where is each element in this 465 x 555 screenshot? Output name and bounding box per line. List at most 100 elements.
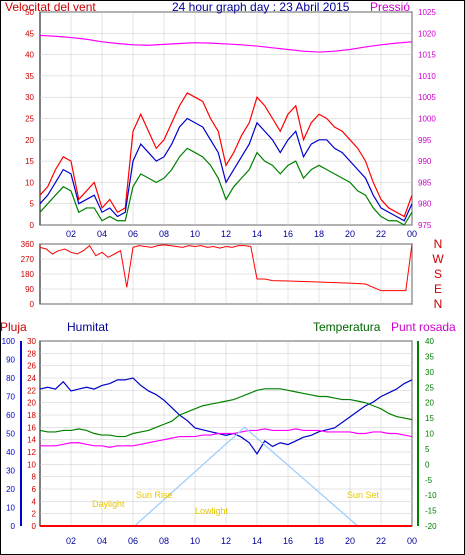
tick-label: 28 [27, 349, 36, 358]
tick-label: 22 [27, 386, 36, 395]
tick-label: 80 [6, 374, 15, 383]
tick-label: 24 [27, 374, 36, 383]
tick-label: 00 [407, 229, 417, 239]
temperature-label: Temperatura [313, 320, 381, 334]
tick-label: 25 [425, 383, 434, 392]
tick-label: 0 [30, 221, 35, 230]
tick-label: 30 [27, 337, 36, 346]
tick-label: 1015 [418, 51, 436, 60]
compass-label: N [434, 297, 443, 311]
tick-label: -20 [425, 522, 437, 531]
tick-label: 4 [32, 497, 37, 506]
tick-label: 10 [25, 178, 34, 187]
tick-label: 22 [376, 536, 386, 546]
tick-label: 20 [25, 136, 34, 145]
compass-label: E [434, 282, 442, 296]
tick-label: 30 [6, 467, 15, 476]
series-line [39, 92, 413, 218]
lowlight-label: Lowlight [195, 506, 229, 516]
tick-label: 04 [97, 229, 107, 239]
tick-label: 995 [418, 136, 432, 145]
tick-label: 10 [425, 430, 434, 439]
tick-label: 90 [25, 285, 34, 294]
wind-pressure-chart: 0510152025303540455097598098599099510001… [25, 8, 436, 239]
tick-label: 0 [425, 460, 430, 469]
tick-label: 980 [418, 200, 432, 209]
tick-label: 16 [27, 423, 36, 432]
tick-label: 270 [21, 255, 35, 264]
tick-label: 25 [25, 115, 34, 124]
series-line [39, 147, 413, 226]
tick-label: 990 [418, 157, 432, 166]
tick-label: 14 [252, 229, 262, 239]
dew-point-label: Punt rosada [391, 320, 456, 334]
tick-label: 06 [128, 229, 138, 239]
tick-label: 20 [6, 485, 15, 494]
wind-speed-label: Velocitat del vent [5, 0, 96, 14]
tick-label: 00 [407, 536, 417, 546]
tick-label: 90 [6, 356, 15, 365]
series-line [39, 243, 413, 292]
tick-label: 26 [27, 362, 36, 371]
tick-label: 10 [190, 229, 200, 239]
tick-label: 12 [27, 448, 36, 457]
tick-label: 35 [425, 352, 434, 361]
tick-label: 16 [283, 229, 293, 239]
tick-label: 02 [66, 229, 76, 239]
tick-label: 50 [25, 8, 34, 17]
chart-title: 24 hour graph day : 23 Abril 2015 [172, 0, 350, 14]
tick-label: -15 [425, 507, 437, 516]
sunrise-label: Sun Rise [136, 490, 173, 500]
series-line [39, 34, 413, 53]
tick-label: 0 [30, 300, 35, 309]
tick-label: 10 [27, 460, 36, 469]
series-line [134, 426, 359, 527]
tick-label: 15 [25, 157, 34, 166]
tick-label: 16 [283, 536, 293, 546]
tick-label: 5 [30, 200, 35, 209]
tick-label: 45 [25, 29, 34, 38]
tick-label: 1000 [418, 115, 436, 124]
tick-label: 08 [159, 536, 169, 546]
tick-label: 985 [418, 178, 432, 187]
tick-label: 2 [32, 510, 37, 519]
tick-label: 1020 [418, 29, 436, 38]
tick-label: 14 [27, 436, 36, 445]
tick-label: 40 [6, 448, 15, 457]
tick-label: 1005 [418, 93, 436, 102]
series-line [39, 388, 413, 438]
tick-label: 180 [21, 270, 35, 279]
tick-label: 100 [2, 337, 16, 346]
tick-label: 40 [25, 51, 34, 60]
tick-label: 02 [66, 536, 76, 546]
tick-label: 8 [32, 473, 37, 482]
tick-label: 08 [159, 229, 169, 239]
tick-label: 0 [11, 522, 16, 531]
tick-label: 35 [25, 72, 34, 81]
tick-label: 20 [27, 399, 36, 408]
tick-label: 1025 [418, 8, 436, 17]
compass-label: S [434, 267, 442, 281]
tick-label: 20 [345, 536, 355, 546]
tick-label: 30 [25, 93, 34, 102]
humidity-temperature-chart: 0246810121416182022242628300102030405060… [2, 337, 437, 546]
tick-label: 12 [221, 536, 231, 546]
series-line [39, 117, 413, 222]
tick-label: 20 [345, 229, 355, 239]
pressure-label: Pressió [370, 0, 411, 14]
tick-label: 20 [425, 399, 434, 408]
compass-label: N [434, 237, 443, 251]
tick-label: 18 [314, 229, 324, 239]
series-line [40, 428, 413, 448]
tick-label: 15 [425, 414, 434, 423]
tick-label: 50 [6, 430, 15, 439]
tick-label: 30 [425, 368, 434, 377]
tick-label: 10 [6, 504, 15, 513]
tick-label: 12 [221, 229, 231, 239]
tick-label: 0 [32, 522, 37, 531]
tick-label: 18 [27, 411, 36, 420]
tick-label: 5 [425, 445, 430, 454]
humidity-label: Humitat [67, 320, 109, 334]
tick-label: 14 [252, 536, 262, 546]
